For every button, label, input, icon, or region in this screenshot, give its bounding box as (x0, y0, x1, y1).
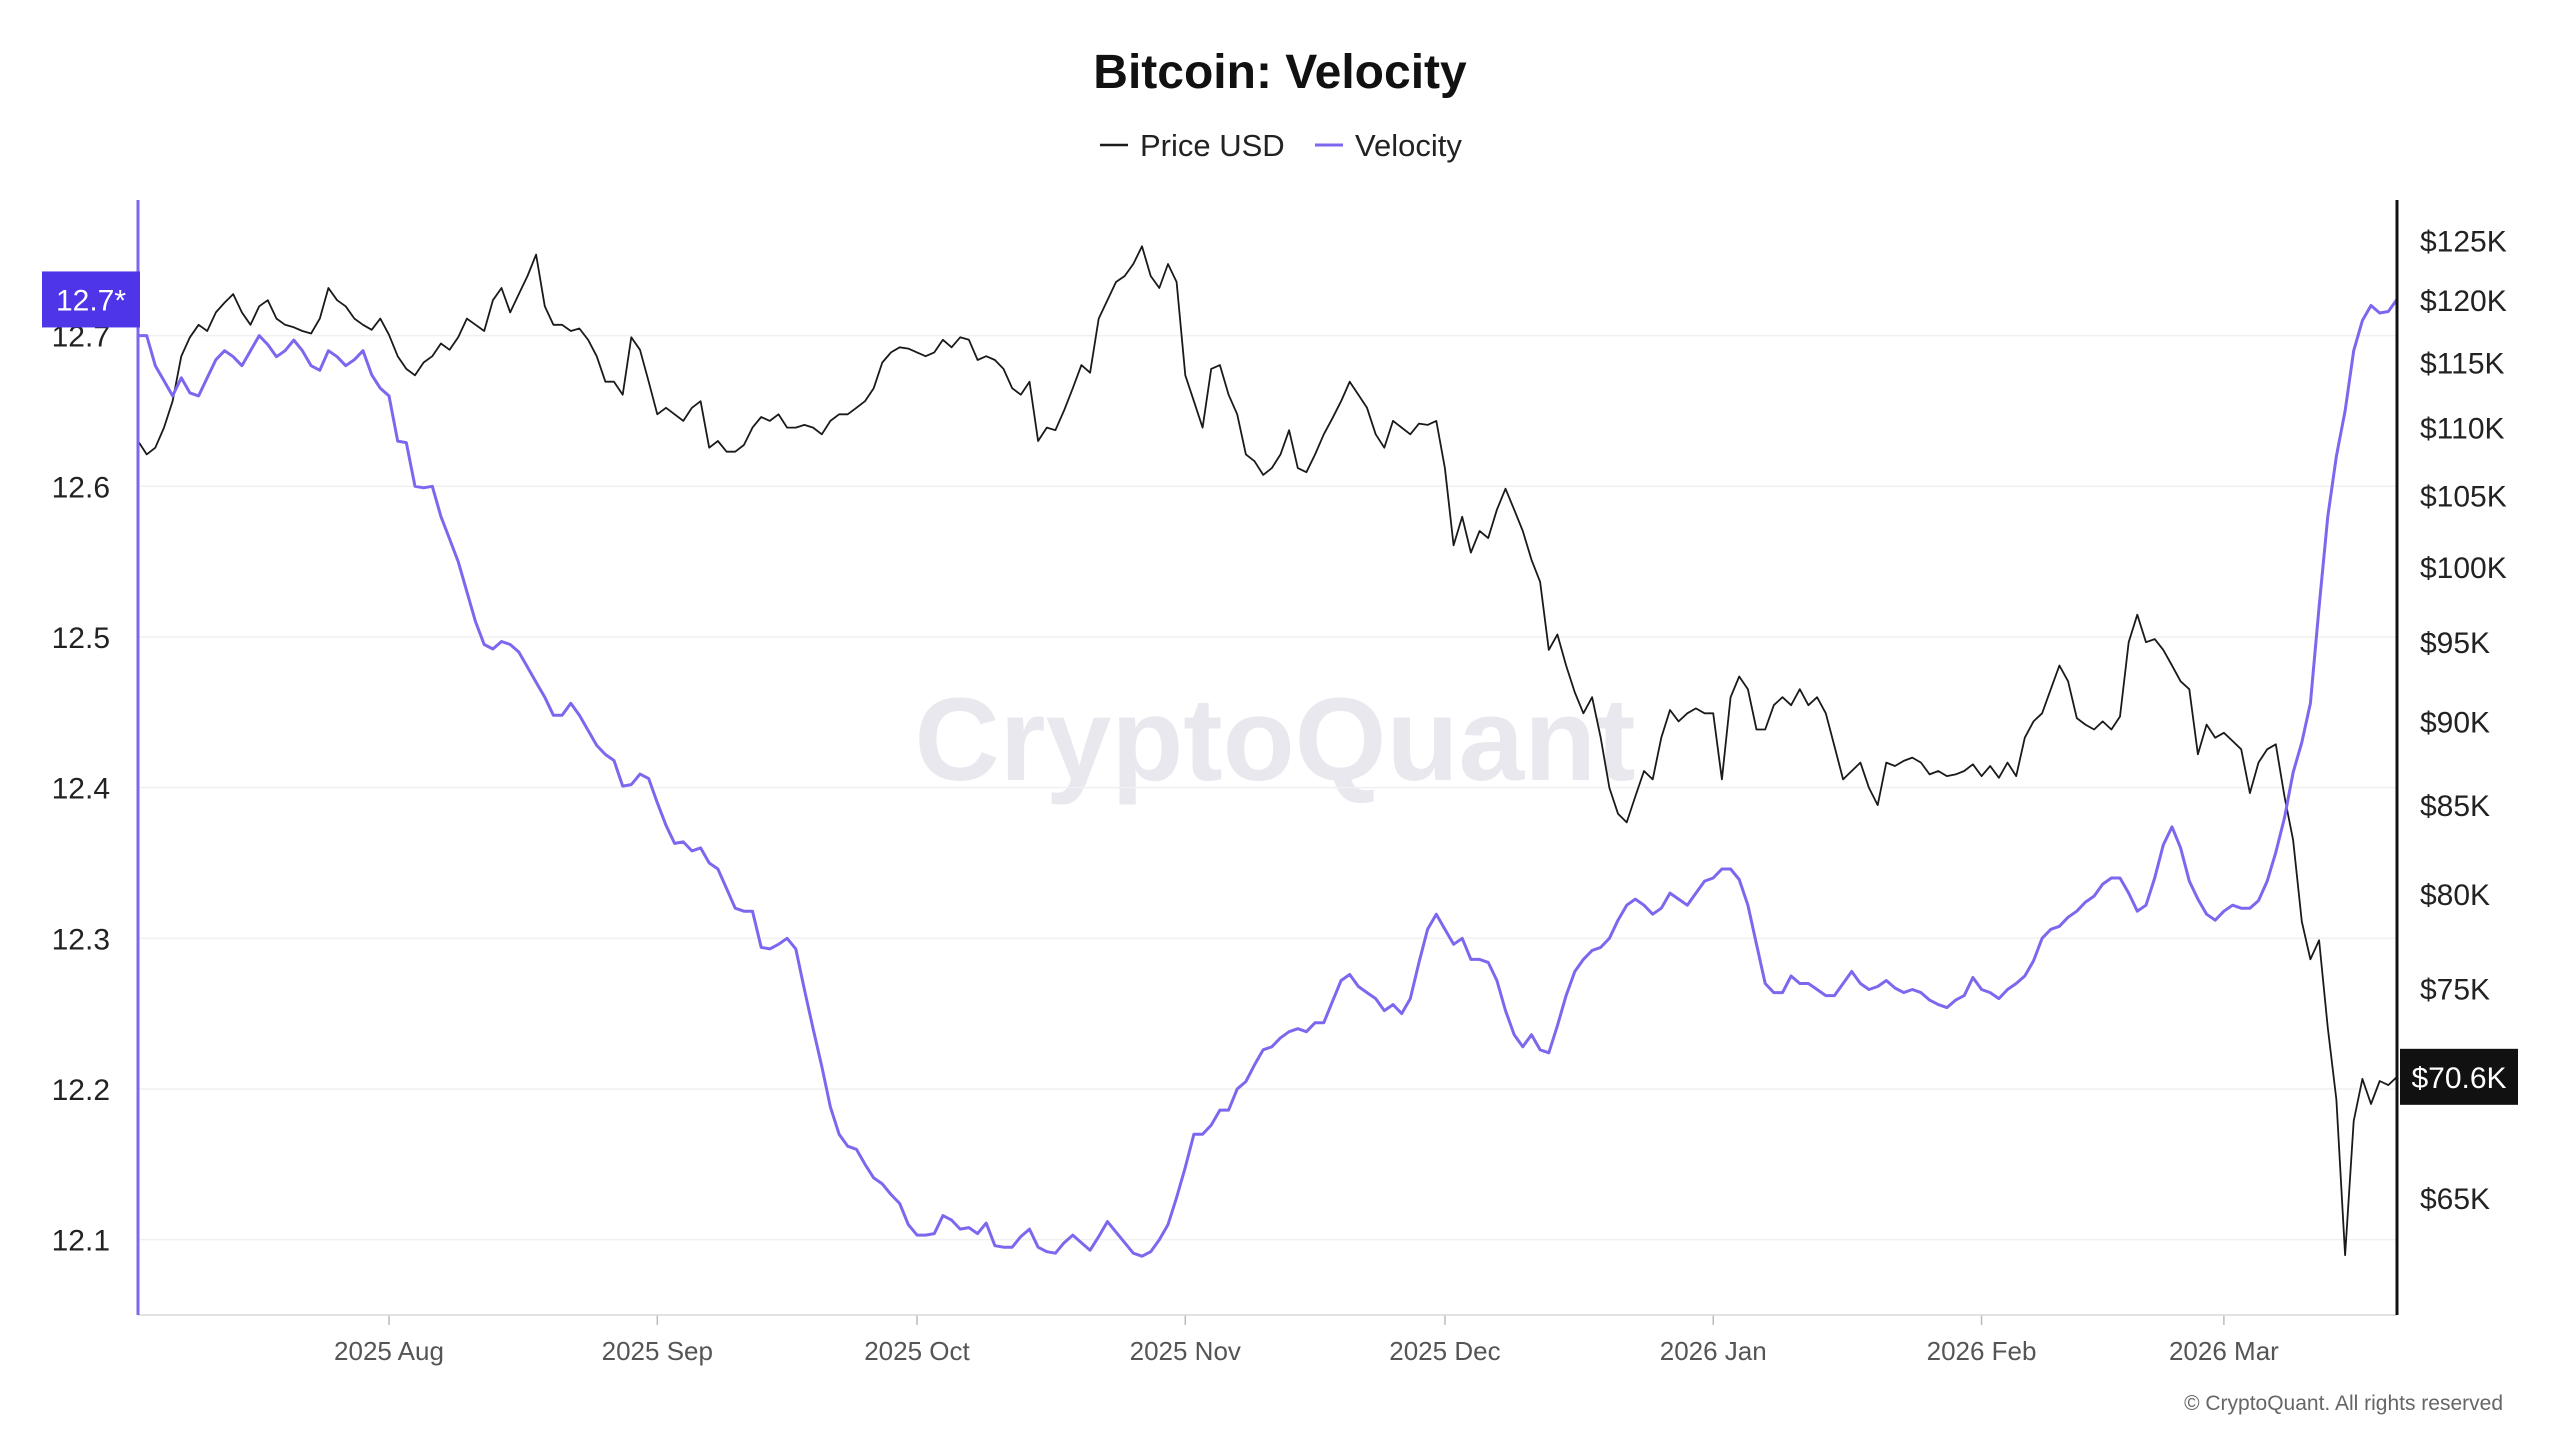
y-right-tick-label: $110K (2420, 413, 2505, 446)
x-tick-label: 2025 Dec (1389, 1336, 1500, 1366)
y-right-tick-label: $125K (2420, 225, 2507, 258)
chart-title: Bitcoin: Velocity (1093, 46, 1467, 99)
y-right-tick-label: $80K (2420, 879, 2490, 912)
series-line-price (137, 245, 2398, 1257)
price-current-badge (2400, 1048, 2518, 1105)
x-tick-label: 2026 Mar (2169, 1336, 2279, 1366)
legend-velocity-label: Velocity (1355, 128, 1462, 163)
watermark: CryptoQuant (914, 674, 1635, 806)
y-right-tick-label: $95K (2420, 627, 2490, 660)
velocity-current-label: 12.7* (56, 284, 126, 317)
legend: Price USD Velocity (1100, 128, 1462, 163)
copyright: © CryptoQuant. All rights reserved (2184, 1392, 2503, 1415)
y-right-tick-label: $120K (2420, 285, 2507, 318)
x-tick-label: 2026 Jan (1660, 1336, 1767, 1366)
y-right-tick-label: $75K (2420, 973, 2490, 1006)
y-right-tick-label: $105K (2420, 481, 2507, 514)
legend-item-price[interactable]: Price USD (1100, 128, 1285, 163)
y-right-tick-label: $85K (2420, 790, 2490, 823)
y-left-tick-label: 12.6 (52, 471, 110, 504)
grid (138, 334, 2397, 1241)
price-current-label: $70.6K (2411, 1062, 2506, 1095)
y-left-tick-label: 12.2 (52, 1074, 110, 1107)
series-layer (136, 245, 2399, 1258)
y-left-tick-label: 12.3 (52, 923, 110, 956)
x-tick-label: 2026 Feb (1927, 1336, 2037, 1366)
x-tick-label: 2025 Sep (602, 1336, 713, 1366)
velocity-current-badge (42, 271, 140, 328)
y-right-tick-label: $115K (2420, 348, 2505, 381)
y-left-tick-label: 12.5 (52, 622, 110, 655)
x-tick-label: 2025 Oct (864, 1336, 970, 1366)
y-left-tick-label: 12.1 (52, 1225, 110, 1258)
series-line-velocity (136, 297, 2399, 1258)
axes: 12.112.212.312.412.512.612.7$65K$75K$80K… (42, 200, 2518, 1366)
x-tick-label: 2025 Aug (334, 1336, 444, 1366)
legend-item-velocity[interactable]: Velocity (1315, 128, 1462, 163)
y-left-tick-label: 12.4 (52, 773, 110, 806)
y-right-tick-label: $100K (2420, 552, 2507, 585)
y-right-tick-label: $65K (2420, 1183, 2490, 1216)
legend-price-label: Price USD (1140, 128, 1285, 163)
x-tick-label: 2025 Nov (1130, 1336, 1241, 1366)
y-right-tick-label: $90K (2420, 706, 2490, 739)
